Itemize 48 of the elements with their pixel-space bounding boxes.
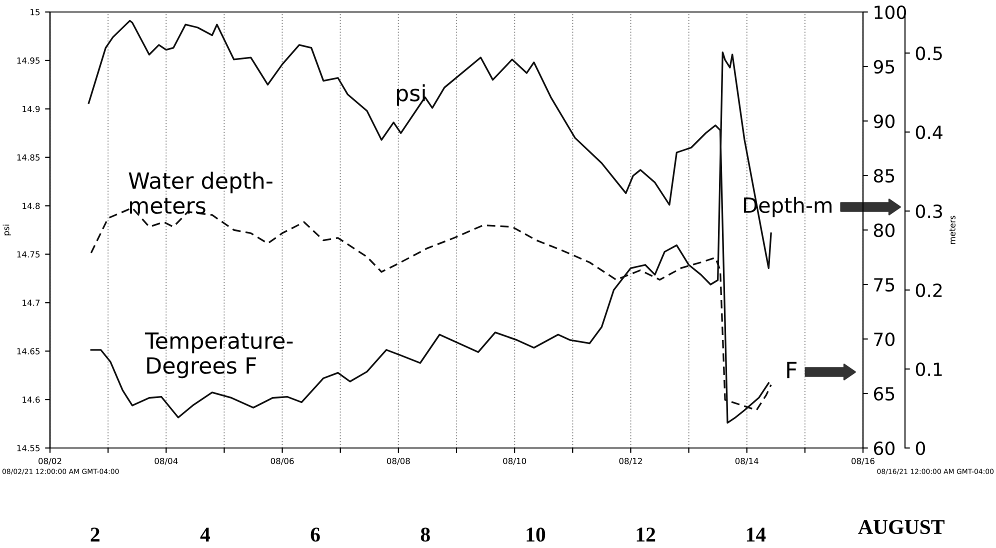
y3-tick-label: 0 — [916, 441, 926, 456]
y2-tick-label: 90 — [874, 114, 894, 128]
annotation: Temperature- Degrees F — [144, 332, 293, 378]
x-tick-label: 08/08 — [386, 458, 410, 465]
x2-tick-label: 8 — [420, 528, 430, 542]
annotation: F — [787, 362, 796, 378]
y-tick-label: 14.7 — [22, 300, 40, 306]
x2-tick-label: 12 — [636, 528, 656, 542]
y3-tick-label: 0.4 — [916, 126, 942, 140]
y-tick-label: 14.65 — [17, 348, 40, 354]
y2-tick-label: 60 — [874, 441, 894, 456]
y3-tick-label: 0.5 — [916, 46, 942, 60]
x-tick-label: 08/12 — [619, 458, 642, 465]
x-tick-label: 08/02 — [38, 458, 62, 465]
y2-tick-label: 65 — [874, 386, 894, 401]
x2-tick-label: 4 — [200, 528, 210, 542]
text: Water depth- — [128, 172, 272, 194]
y-axis-title: psi — [397, 84, 425, 106]
y2-tick-label: 80 — [874, 223, 894, 238]
x2-tick-label: 14 — [746, 528, 766, 542]
y-tick-label: 15 — [30, 9, 40, 16]
y3-tick-label: 0.3 — [916, 204, 942, 218]
x2-tick-label: 2 — [90, 528, 100, 542]
x-tick-label: 08/14 — [735, 458, 758, 465]
y3-axis-title: meters — [130, 198, 206, 214]
y3-tick-label: 0.2 — [916, 283, 942, 298]
y2-tick-label: 100 — [874, 5, 906, 20]
y-tick-label: 14.9 — [22, 106, 40, 112]
text: meters — [949, 216, 956, 244]
y-tick-label: 14.75 — [17, 251, 40, 258]
y-tick-label: 14.6 — [22, 396, 40, 403]
x2-axis-title: AUGUST — [858, 520, 944, 534]
x-tick-label: 08/16 — [852, 458, 874, 465]
y2-tick-label: 95 — [874, 60, 894, 74]
y2-tick-label: 85 — [874, 168, 894, 183]
y-tick-label: 14.85 — [17, 154, 40, 161]
x-tick-label: 08/10 — [503, 458, 526, 465]
y-tick-label: 14.55 — [17, 445, 40, 452]
y3-tick-label: 0.1 — [916, 362, 942, 376]
x-tick-label: 08/06 — [270, 458, 294, 465]
y-tick-label: 14.95 — [17, 57, 40, 64]
x2-tick-label: 6 — [310, 528, 320, 542]
y2-tick-label: 70 — [874, 332, 894, 346]
x2-tick-label: 10 — [526, 528, 546, 542]
x-tick-label: 08/04 — [154, 458, 178, 465]
y2-tick-label: 75 — [874, 278, 894, 292]
text: psi — [2, 224, 11, 236]
y-tick-label: 14.8 — [22, 202, 40, 210]
